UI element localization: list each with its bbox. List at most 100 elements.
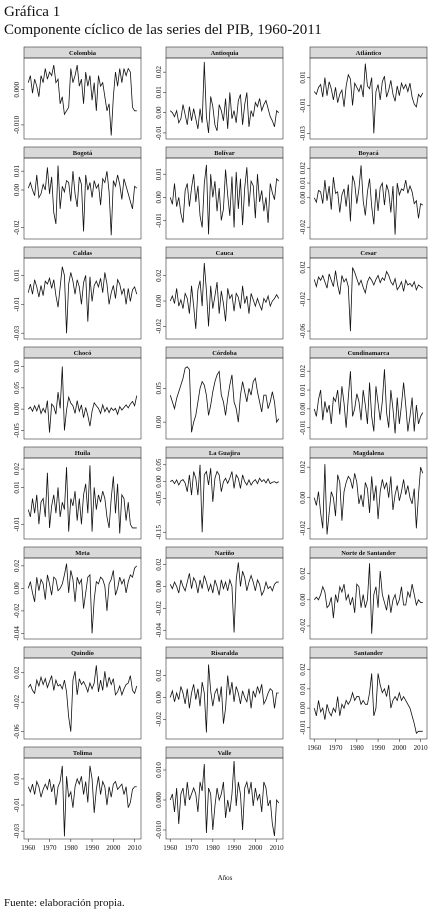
y-tick-label: 0.02 [299,365,307,378]
y-tick-label: 0.00 [299,491,307,504]
y-tick-label: 0.02 [155,558,163,571]
x-tick-label: 1990 [85,844,100,852]
series-line [313,673,423,734]
panel-title: Risaralda [211,650,239,657]
panel-frame [309,657,428,740]
panel-title: Valle [218,750,232,757]
panel-frame [309,257,428,340]
panel-title: Boyacá [358,150,379,157]
y-tick-label: -0.01 [13,297,21,312]
panel-frame [165,657,284,740]
panel-frame [23,557,142,640]
panel-title: La Guajira [209,450,241,457]
y-tick-label: -0.02 [13,220,21,235]
panel-frame [165,757,284,840]
series-line [313,63,424,134]
panel-frame [23,157,142,240]
y-tick-label: -0.02 [299,292,307,307]
x-axis-label: Años [218,874,233,882]
y-tick-label: -0.01 [13,797,21,812]
y-tick-label: 0.01 [299,682,307,695]
y-tick-label: -0.010 [13,115,21,134]
source-note: Fuente: elaboración propia. [4,897,125,909]
y-tick-label: -0.06 [299,323,307,338]
series-line [169,366,280,433]
panel-title: Quindío [71,650,94,657]
y-tick-label: -0.02 [299,219,307,234]
panel-title: Bolívar [214,150,235,157]
panel-frame [23,457,142,540]
panel-frame [165,157,284,240]
y-tick-label: 0.00 [155,416,163,429]
y-tick-label: 0.02 [299,461,307,474]
panel-frame [309,457,428,540]
series-line [27,266,138,334]
x-tick-label: 2010 [270,844,285,852]
panel-title: Magdalena [353,450,385,457]
panel-title: Córdoba [212,350,237,357]
x-tick-label: 2000 [392,744,407,752]
y-tick-label: -0.01 [155,213,163,228]
y-tick-label: -0.02 [13,603,21,618]
chart-title: Gráfica 1 [4,4,60,20]
series-line [27,665,138,732]
y-tick-label: -0.01 [299,420,307,435]
y-tick-label: 0.00 [155,191,163,204]
panel-frame [309,357,428,440]
panel-frame [165,457,284,540]
y-tick-label: 0.00 [13,183,21,196]
x-tick-label: 1960 [163,844,178,852]
y-tick-label: 0.00 [13,582,21,595]
y-tick-label: 0.00 [299,191,307,204]
x-tick-label: 1980 [206,844,221,852]
panel-frame [309,157,428,240]
x-tick-label: 1980 [350,744,365,752]
panel-title: Colombia [69,50,97,57]
y-tick-label: 0.02 [13,666,21,679]
series-line [27,64,137,136]
series-line [169,760,280,837]
y-tick-label: 0.00 [155,294,163,307]
y-tick-label: 0.01 [13,772,21,785]
y-tick-label: -0.010 [155,820,163,839]
x-tick-label: 1980 [64,844,79,852]
panel-frame [23,757,142,840]
panel-frame [309,557,428,640]
series-line [27,765,137,837]
panel-title: Santander [354,650,383,657]
x-tick-label: 1970 [329,744,344,752]
y-tick-label: -0.02 [299,618,307,633]
y-tick-label: -0.01 [299,98,307,113]
x-tick-label: 1990 [371,744,386,752]
y-tick-label: 0.01 [13,481,21,494]
y-tick-label: 0.01 [155,168,163,181]
y-tick-label: 0.00 [299,593,307,606]
series-line [313,464,424,535]
series-line [313,369,424,434]
y-tick-label: 0.00 [155,106,163,119]
x-tick-label: 1970 [43,844,58,852]
y-tick-label: 0.05 [155,382,163,395]
chart-subtitle: Componente cíclico de las series del PIB… [4,22,322,38]
series-line [313,267,423,332]
panel-title: Tolima [73,750,93,757]
y-tick-label: -0.04 [13,626,21,641]
x-tick-label: 1990 [227,844,242,852]
y-tick-label: -0.02 [155,319,163,334]
panel-frame [23,357,142,440]
y-tick-label: 0.02 [299,567,307,580]
panel-frame [23,657,142,740]
y-tick-label: -0.02 [13,694,21,709]
y-tick-label: -0.06 [13,724,21,739]
y-tick-label: 0.02 [13,462,21,475]
x-tick-label: 1970 [185,844,200,852]
x-tick-label: 2010 [128,844,143,852]
y-tick-label: 0.02 [299,261,307,274]
y-tick-label: -0.02 [299,521,307,536]
panel-title: Chocó [74,350,92,357]
series-line [27,366,138,433]
x-tick-label: 2000 [248,844,263,852]
series-line [169,164,280,235]
y-tick-label: 0.01 [155,86,163,99]
series-line [313,563,423,634]
